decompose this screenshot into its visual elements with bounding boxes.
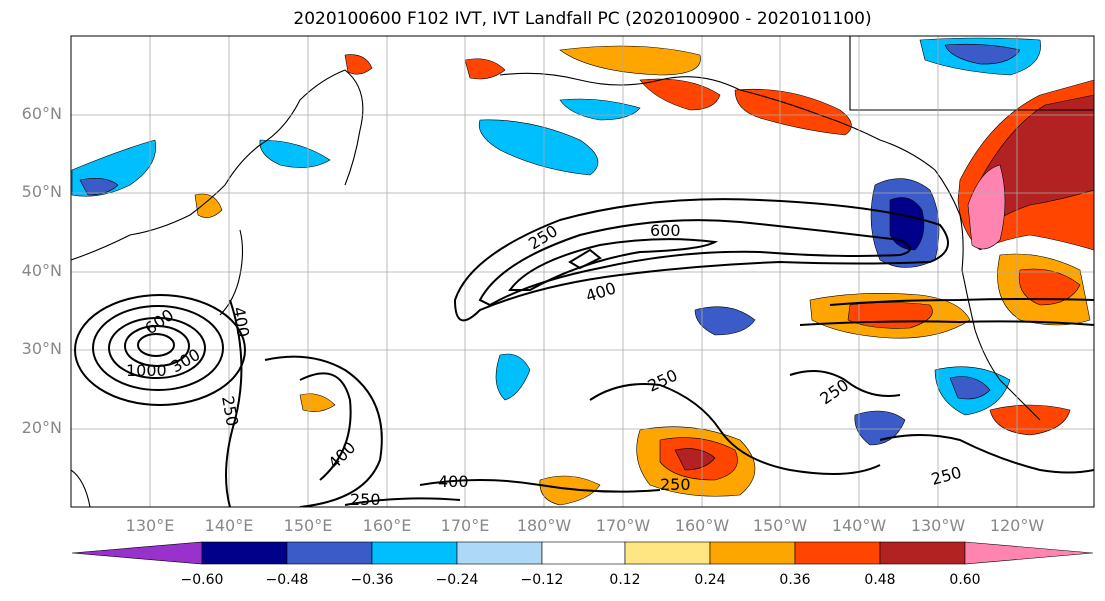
colorbar-tick-label: 0.24 (694, 572, 726, 588)
ivt-contours (74, 198, 1094, 507)
longitude-label: 160°W (674, 516, 730, 535)
longitude-label: 150°E (283, 516, 333, 535)
longitude-label: 150°W (752, 516, 808, 535)
colorbar-swatch (879, 541, 966, 565)
colorbar-tick-label: −0.12 (520, 572, 564, 588)
colorbar-tick-label: 0.36 (779, 572, 811, 588)
colorbar-tick-label: −0.36 (350, 572, 394, 588)
longitude-label: 180°W (516, 516, 572, 535)
contour-label: 250 (660, 475, 691, 494)
colorbar (71, 541, 1094, 565)
colorbar-swatch (71, 541, 203, 565)
longitude-label: 140°E (204, 516, 254, 535)
longitude-label: 170°W (595, 516, 651, 535)
longitude-label: 130°W (910, 516, 966, 535)
colorbar-swatch (541, 541, 626, 565)
colorbar-swatch (709, 541, 796, 565)
colorbar-swatch (964, 541, 1094, 565)
colorbar-tick-label: 0.60 (949, 572, 981, 588)
colorbar-swatch (456, 541, 543, 565)
latitude-label: 40°N (21, 261, 62, 280)
colorbar-swatch (286, 541, 373, 565)
contour-label: 400 (438, 472, 469, 491)
colorbar-swatch (624, 541, 711, 565)
latitude-label: 50°N (21, 182, 62, 201)
latitude-label: 20°N (21, 418, 62, 437)
map-frame (70, 35, 1095, 508)
map-title: 2020100600 F102 IVT, IVT Landfall PC (20… (293, 9, 872, 29)
colorbar-tick-label: −0.60 (180, 572, 224, 588)
map-plot-area: 600 250 400 600 400 300 1000 250 250 250… (71, 36, 1094, 509)
longitude-label: 130°E (125, 516, 175, 535)
contour-label: 600 (650, 221, 681, 240)
latitude-label: 60°N (21, 104, 62, 123)
colorbar-swatch (371, 541, 458, 565)
longitude-label: 120°W (989, 516, 1045, 535)
colorbar-swatch (201, 541, 288, 565)
colorbar-tick-label: −0.48 (265, 572, 309, 588)
colorbar-tick-label: 0.12 (609, 572, 641, 588)
latitude-label: 30°N (21, 339, 62, 358)
contour-label: 250 (350, 490, 381, 509)
longitude-label: 160°E (362, 516, 412, 535)
longitude-label: 140°W (831, 516, 887, 535)
longitude-label: 170°E (440, 516, 490, 535)
contour-label: 1000 (126, 361, 167, 380)
colorbar-tick-label: 0.48 (864, 572, 896, 588)
colorbar-tick-label: −0.24 (435, 572, 479, 588)
colorbar-swatch (794, 541, 881, 565)
